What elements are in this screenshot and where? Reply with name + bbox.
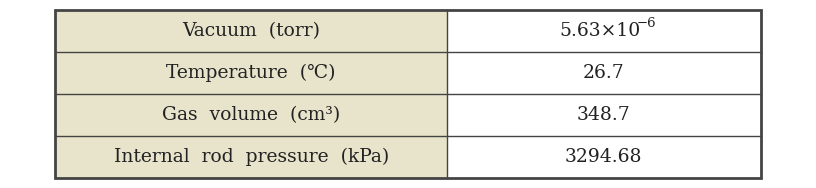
Bar xyxy=(55,10,447,52)
Bar xyxy=(447,52,761,94)
Text: −6: −6 xyxy=(636,17,656,30)
Bar xyxy=(447,10,761,52)
Bar xyxy=(55,10,761,178)
Bar xyxy=(55,94,447,136)
Text: Internal  rod  pressure  (kPa): Internal rod pressure (kPa) xyxy=(113,148,388,166)
Bar xyxy=(55,52,447,94)
Text: 3294.68: 3294.68 xyxy=(565,148,642,166)
Text: Vacuum  (torr): Vacuum (torr) xyxy=(182,22,320,40)
Text: 26.7: 26.7 xyxy=(583,64,624,82)
Text: 348.7: 348.7 xyxy=(577,106,631,124)
Bar xyxy=(447,94,761,136)
Text: Temperature  (℃): Temperature (℃) xyxy=(166,64,336,82)
Bar xyxy=(55,136,447,178)
Text: 5.63×10: 5.63×10 xyxy=(559,22,641,40)
Bar xyxy=(447,136,761,178)
Text: Gas  volume  (cm³): Gas volume (cm³) xyxy=(162,106,340,124)
